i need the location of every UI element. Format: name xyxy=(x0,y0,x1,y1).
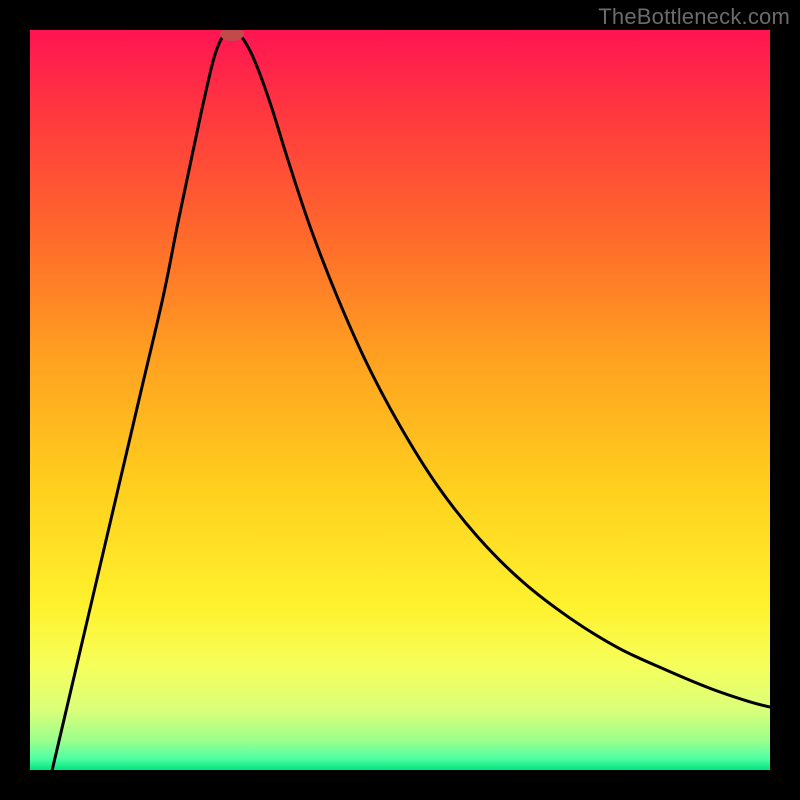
watermark-text: TheBottleneck.com xyxy=(598,4,790,30)
curve-line xyxy=(30,30,770,770)
chart-container: TheBottleneck.com xyxy=(0,0,800,800)
plot-area xyxy=(30,30,770,770)
